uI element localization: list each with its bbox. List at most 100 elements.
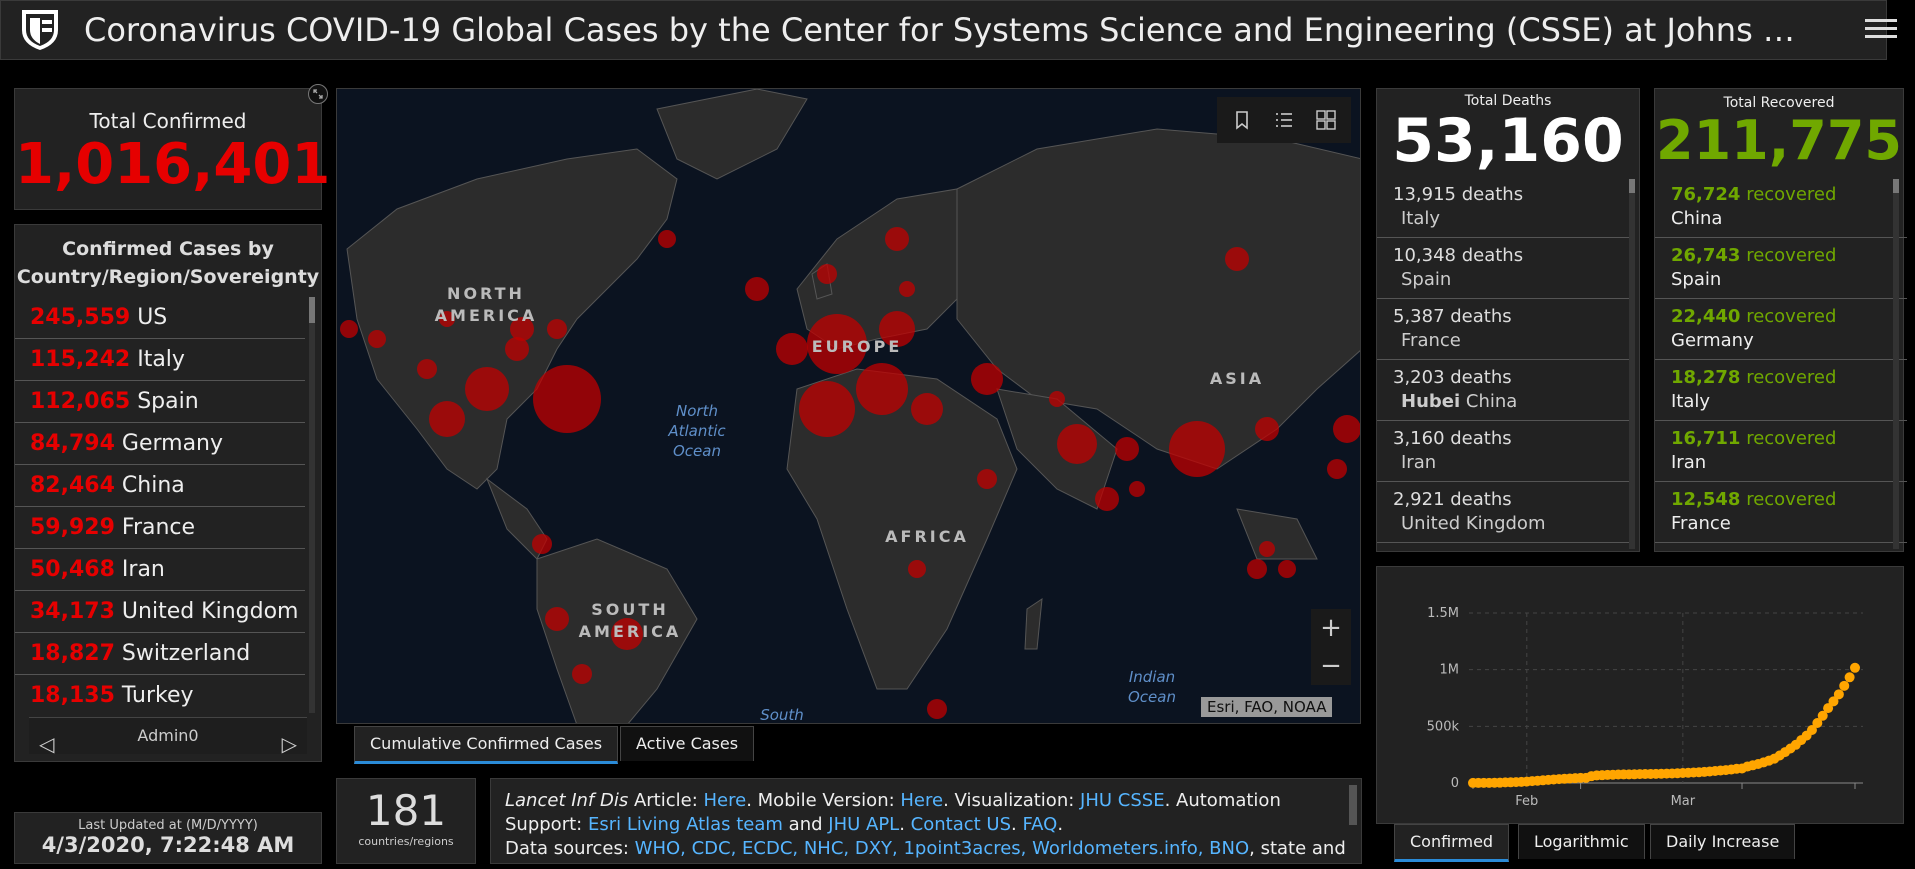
country-row[interactable]: 18,135 Turkey xyxy=(15,675,305,713)
country-list-title: Confirmed Cases by Country/Region/Sovere… xyxy=(16,238,320,288)
deaths-scrollbar[interactable] xyxy=(1629,179,1635,549)
info-text: . Automation Support: xyxy=(505,790,1281,835)
chart-point[interactable] xyxy=(1839,680,1850,691)
deaths-place-name: Italy xyxy=(1401,208,1441,229)
y-tick-label: 1M xyxy=(1440,663,1460,678)
tab-daily-increase[interactable]: Daily Increase xyxy=(1650,824,1796,859)
zoom-in-button[interactable]: + xyxy=(1320,613,1342,643)
recovered-word: recovered xyxy=(1740,245,1837,266)
mobile-version-link[interactable]: Here xyxy=(900,790,944,811)
country-list-panel: Confirmed Cases by Country/Region/Sovere… xyxy=(14,224,322,762)
country-row[interactable]: 115,242 Italy xyxy=(15,339,305,381)
expand-icon[interactable] xyxy=(308,84,328,104)
deaths-row[interactable]: 2,921 deaths United Kingdom xyxy=(1377,482,1629,543)
deaths-list[interactable]: 13,915 deaths Italy 10,348 deaths Spain 5,38… xyxy=(1377,177,1629,549)
country-name: United Kingdom xyxy=(121,599,299,624)
deaths-row[interactable]: 10,348 deaths Spain xyxy=(1377,238,1629,299)
info-scrollbar[interactable] xyxy=(1349,785,1357,825)
deaths-place: United Kingdom xyxy=(1393,512,1629,536)
recovered-row[interactable]: 76,724 recovered China xyxy=(1655,177,1907,238)
previous-arrow-icon[interactable]: ◁ xyxy=(39,732,55,756)
world-map[interactable]: NORTH AMERICA EUROPE ASIA AFRICA SOUTH A… xyxy=(336,88,1361,724)
deaths-row[interactable]: 3,160 deaths Iran xyxy=(1377,421,1629,482)
hamburger-menu-icon[interactable] xyxy=(1865,14,1897,44)
data-sources-link[interactable]: WHO, CDC, ECDC, NHC, DXY, 1point3acres, … xyxy=(634,838,1250,859)
deaths-row[interactable]: 13,915 deaths Italy xyxy=(1377,177,1629,238)
deaths-count: 3,160 deaths xyxy=(1393,428,1512,449)
recovered-scrollbar[interactable] xyxy=(1893,179,1899,549)
contact-us-link[interactable]: Contact US xyxy=(910,814,1012,835)
recovered-row[interactable]: 22,440 recovered Germany xyxy=(1655,299,1907,360)
total-deaths-label: Total Deaths xyxy=(1464,93,1552,109)
country-case-count: 84,794 xyxy=(30,431,115,456)
article-link[interactable]: Here xyxy=(703,790,747,811)
chart-point[interactable] xyxy=(1817,710,1828,721)
country-case-count: 59,929 xyxy=(30,515,115,540)
recovered-row[interactable]: 18,278 recovered Italy xyxy=(1655,360,1907,421)
country-row[interactable]: 112,065 Spain xyxy=(15,381,305,423)
chart-point[interactable] xyxy=(1823,703,1834,714)
recovered-word: recovered xyxy=(1740,367,1837,388)
bookmark-icon[interactable] xyxy=(1231,109,1253,131)
country-row[interactable]: 34,173 United Kingdom xyxy=(15,591,305,633)
country-row[interactable]: 50,468 Iran xyxy=(15,549,305,591)
chart-point[interactable] xyxy=(1812,717,1823,728)
jhu-shield-logo-icon xyxy=(18,6,62,52)
deaths-place: Iran xyxy=(1393,451,1629,475)
recovered-word: recovered xyxy=(1740,184,1837,205)
countries-count-panel: 181 countries/regions xyxy=(336,778,476,864)
chart-point[interactable] xyxy=(1806,724,1817,735)
deaths-place-name: France xyxy=(1401,330,1461,351)
tab-cumulative-confirmed[interactable]: Cumulative Confirmed Cases xyxy=(354,726,619,764)
country-row[interactable]: 245,559 US xyxy=(15,297,305,339)
label-south-ocean: South xyxy=(760,706,804,724)
info-text: and xyxy=(782,814,829,835)
chart-point[interactable] xyxy=(1828,696,1839,707)
chart-point[interactable] xyxy=(1850,662,1860,673)
country-list-scrollbar[interactable] xyxy=(309,297,315,713)
faq-link[interactable]: FAQ xyxy=(1022,814,1058,835)
next-arrow-icon[interactable]: ▷ xyxy=(281,732,297,756)
country-row[interactable]: 84,794 Germany xyxy=(15,423,305,465)
label-north-america: NORTH AMERICA xyxy=(434,284,538,325)
country-list[interactable]: 245,559 US 115,242 Italy 112,065 Spain 84,7… xyxy=(15,297,315,713)
x-tick-label: Feb xyxy=(1515,794,1538,809)
x-tick-label: Mar xyxy=(1671,794,1696,809)
recovered-word: recovered xyxy=(1740,428,1837,449)
jhu-csse-link[interactable]: JHU CSSE xyxy=(1080,790,1165,811)
page-title: Coronavirus COVID-19 Global Cases by the… xyxy=(84,11,1804,49)
deaths-count: 3,203 deaths xyxy=(1393,367,1512,388)
country-name: Switzerland xyxy=(121,641,251,666)
country-row[interactable]: 82,464 China xyxy=(15,465,305,507)
info-text: Article: xyxy=(628,790,704,811)
chart-point[interactable] xyxy=(1844,672,1855,683)
tab-logarithmic[interactable]: Logarithmic xyxy=(1518,824,1645,859)
last-updated-panel: Last Updated at (M/D/YYYY) 4/3/2020, 7:2… xyxy=(14,812,322,864)
recovered-row[interactable]: 16,711 recovered Iran xyxy=(1655,421,1907,482)
deaths-row[interactable]: 5,387 deaths France xyxy=(1377,299,1629,360)
country-name: Iran xyxy=(121,557,165,582)
deaths-place: Hubei China xyxy=(1393,390,1629,414)
deaths-row[interactable]: 3,203 deaths Hubei China xyxy=(1377,360,1629,421)
zoom-out-button[interactable]: − xyxy=(1320,651,1342,681)
chart-point[interactable] xyxy=(1833,689,1844,700)
tab-confirmed[interactable]: Confirmed xyxy=(1394,824,1510,862)
legend-list-icon[interactable] xyxy=(1273,109,1295,131)
esri-living-atlas-link[interactable]: Esri Living Atlas team xyxy=(587,814,783,835)
country-row[interactable]: 59,929 France xyxy=(15,507,305,549)
jhu-apl-link[interactable]: JHU APL xyxy=(828,814,900,835)
recovered-row[interactable]: 26,743 recovered Spain xyxy=(1655,238,1907,299)
recovered-row[interactable]: 12,548 recovered France xyxy=(1655,482,1907,543)
recovered-list[interactable]: 76,724 recovered China 26,743 recovered Spa… xyxy=(1655,177,1907,549)
country-name: Spain xyxy=(137,389,199,414)
countries-count-label: countries/regions xyxy=(358,835,454,848)
recovered-count: 12,548 xyxy=(1671,489,1741,510)
tab-active-cases[interactable]: Active Cases xyxy=(620,726,755,761)
country-row[interactable]: 18,827 Switzerland xyxy=(15,633,305,675)
chart-panel: 0 500k 1M 1.5M Feb Mar xyxy=(1376,566,1904,824)
basemap-gallery-icon[interactable] xyxy=(1315,109,1337,131)
info-text: . Mobile Version: xyxy=(746,790,901,811)
recovered-word: recovered xyxy=(1740,489,1837,510)
recovered-place: Spain xyxy=(1671,269,1722,290)
total-recovered-label: Total Recovered xyxy=(1723,95,1835,111)
